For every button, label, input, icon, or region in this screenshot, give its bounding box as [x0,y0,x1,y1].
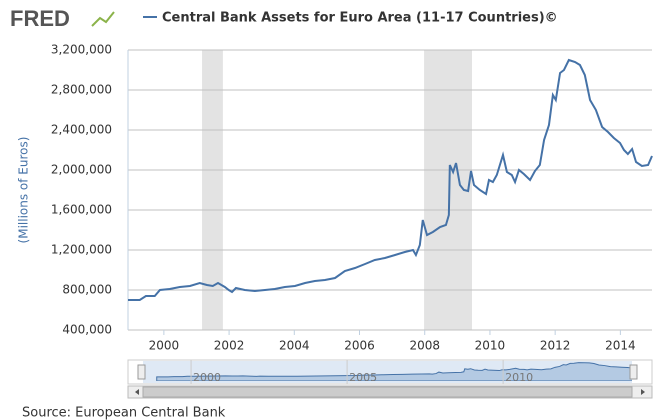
y-tick-label: 3,200,000 [51,43,112,57]
x-tick-label: 2006 [344,339,375,353]
y-axis-label: (Millions of Euros) [17,137,31,244]
y-tick-label: 1,200,000 [51,243,112,257]
y-tick-label: 1,600,000 [51,203,112,217]
y-tick-label: 400,000 [62,323,112,337]
legend-label: Central Bank Assets for Euro Area (11-17… [162,11,558,26]
x-tick-label: 2000 [149,339,180,353]
navigator-handle[interactable] [629,364,638,380]
x-tick-label: 2008 [409,339,440,353]
x-tick-label: 2012 [540,339,571,353]
navigator-series [156,362,632,381]
logo-icon [91,11,115,27]
scrollbar-thumb[interactable] [142,386,633,398]
navigator[interactable]: 2000 2005 2010 [127,359,658,385]
x-tick-label: 2010 [475,339,506,353]
navigator-handle[interactable] [137,364,146,380]
navigator-tick-label: 2010 [505,371,533,384]
x-tick-label: 2014 [605,339,636,353]
x-tick-label: 2002 [214,339,245,353]
navigator-area [156,362,632,381]
scrollbar[interactable] [127,385,653,399]
y-tick-label: 2,800,000 [51,83,112,97]
navigator-tick-label: 2005 [349,371,377,384]
scroll-right-arrow[interactable] [641,389,645,395]
source-note: Source: European Central Bank [22,406,226,420]
recession-shade [202,50,223,330]
y-tick-label: 2,400,000 [51,123,112,137]
x-tick-label: 2004 [279,339,310,353]
logo: FRED [10,6,70,31]
navigator-tick-label: 2000 [193,371,221,384]
y-tick-label: 2,000,000 [51,163,112,177]
scroll-left-arrow[interactable] [135,389,139,395]
y-tick-label: 800,000 [62,283,112,297]
series-line [128,58,653,301]
